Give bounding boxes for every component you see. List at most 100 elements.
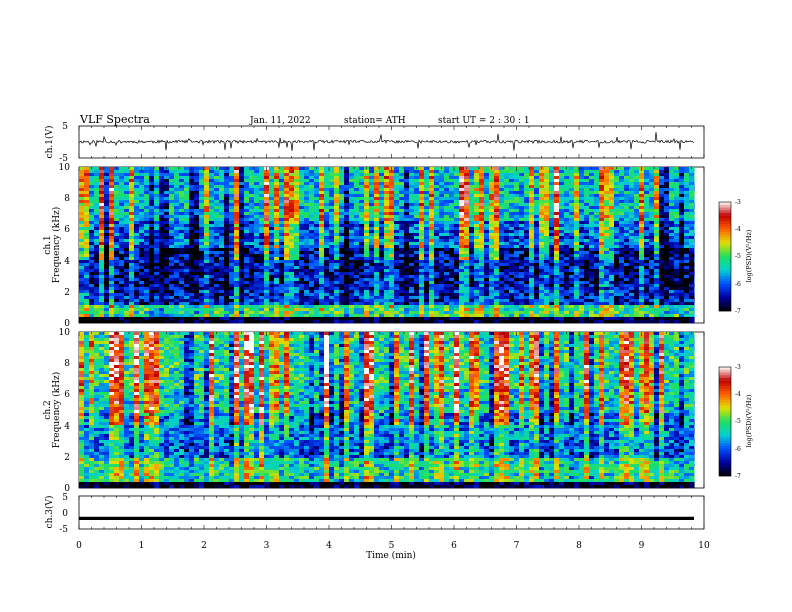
spectrogram-cell	[114, 251, 119, 255]
spectrogram-cell	[534, 182, 539, 186]
spectrogram-cell	[269, 212, 274, 216]
spectrogram-cell	[139, 275, 144, 279]
spectrogram-cell	[174, 281, 179, 285]
spectrogram-cell	[554, 215, 559, 219]
spectrogram-cell	[629, 269, 634, 273]
spectrogram-cell	[209, 194, 214, 198]
spectrogram-cell	[409, 176, 414, 180]
spectrogram-cell	[534, 227, 539, 231]
spectrogram-cell	[569, 239, 574, 243]
spectrogram-cell	[439, 200, 444, 204]
spectrogram-cell	[419, 185, 424, 189]
spectrogram-cell	[514, 194, 519, 198]
spectrogram-cell	[254, 185, 259, 189]
spectrogram-cell	[374, 242, 379, 246]
spectrogram-cell	[584, 194, 589, 198]
spectrogram-cell	[194, 170, 199, 174]
spectrogram-cell	[194, 275, 199, 279]
spectrogram-cell	[554, 218, 559, 222]
spectrogram-cell	[199, 209, 204, 213]
spectrogram-cell	[464, 230, 469, 234]
spectrogram-cell	[114, 182, 119, 186]
spectrogram-cell	[339, 278, 344, 282]
spectrogram-cell	[579, 269, 584, 273]
spectrogram-cell	[639, 260, 644, 264]
spectrogram-cell	[359, 188, 364, 192]
spectrogram-cell	[409, 170, 414, 174]
spectrogram-cell	[679, 236, 684, 240]
spectrogram-cell	[679, 227, 684, 231]
spectrogram-cell	[104, 179, 109, 183]
spectrogram-cell	[689, 233, 694, 237]
spectrogram-cell	[464, 224, 469, 228]
spectrogram-cell	[339, 239, 344, 243]
spectrogram-cell	[284, 173, 289, 177]
spectrogram-cell	[229, 221, 234, 225]
spectrogram-cell	[169, 203, 174, 207]
spectrogram-cell	[464, 176, 469, 180]
spectrogram-cell	[274, 272, 279, 276]
spectrogram-cell	[304, 260, 309, 264]
spectrogram-cell	[589, 182, 594, 186]
spectrogram-cell	[364, 263, 369, 267]
spectrogram-cell	[289, 254, 294, 258]
spectrogram-cell	[569, 203, 574, 207]
spectrogram-cell	[649, 233, 654, 237]
spectrogram-cell	[524, 254, 529, 258]
spectrogram-cell	[349, 224, 354, 228]
spectrogram-cell	[694, 191, 695, 195]
spectrogram-cell	[359, 284, 364, 288]
spectrogram-cell	[589, 218, 594, 222]
spectrogram-cell	[234, 236, 239, 240]
spectrogram-cell	[549, 200, 554, 204]
spectrogram-cell	[89, 203, 94, 207]
spectrogram-cell	[594, 176, 599, 180]
spectrogram-cell	[694, 230, 695, 234]
spectrogram-cell	[609, 215, 614, 219]
spectrogram-cell	[244, 257, 249, 261]
spectrogram-cell	[359, 257, 364, 261]
spectrogram-cell	[89, 233, 94, 237]
spectrogram-cell	[379, 239, 384, 243]
spectrogram-cell	[209, 185, 214, 189]
spectrogram-cell	[344, 284, 349, 288]
spectrogram-cell	[599, 236, 604, 240]
spectrogram-cell	[589, 266, 594, 270]
spectrogram-cell	[479, 206, 484, 210]
spectrogram-cell	[394, 218, 399, 222]
spectrogram-cell	[304, 284, 309, 288]
spectrogram-cell	[679, 209, 684, 213]
spectrogram-cell	[474, 272, 479, 276]
spectrogram-cell	[654, 188, 659, 192]
spectrogram-cell	[314, 278, 319, 282]
spectrogram-cell	[639, 218, 644, 222]
spectrogram-cell	[139, 209, 144, 213]
spectrogram-cell	[384, 206, 389, 210]
spectrogram-cell	[114, 242, 119, 246]
spectrogram-cell	[559, 212, 564, 216]
spectrogram-cell	[579, 272, 584, 276]
spectrogram-cell	[609, 251, 614, 255]
spectrogram-cell	[559, 218, 564, 222]
spectrogram-cell	[594, 206, 599, 210]
spectrogram-cell	[304, 209, 309, 213]
spectrogram-cell	[549, 266, 554, 270]
spectrogram-cell	[599, 269, 604, 273]
spectrogram-cell	[534, 218, 539, 222]
spectrogram-cell	[664, 221, 669, 225]
spectrogram-cell	[174, 269, 179, 273]
spectrogram-cell	[99, 200, 104, 204]
spectrogram-cell	[639, 263, 644, 267]
spectrogram-cell	[544, 206, 549, 210]
spectrogram-cell	[549, 176, 554, 180]
spectrogram-cell	[589, 170, 594, 174]
spectrogram-cell	[384, 209, 389, 213]
spectrogram-cell	[229, 266, 234, 270]
spectrogram-cell	[524, 281, 529, 285]
spectrogram-cell	[254, 197, 259, 201]
spectrogram-cell	[354, 188, 359, 192]
spectrogram-cell	[344, 260, 349, 264]
spectrogram-cell	[534, 191, 539, 195]
spectrogram-cell	[274, 182, 279, 186]
spectrogram-cell	[284, 278, 289, 282]
